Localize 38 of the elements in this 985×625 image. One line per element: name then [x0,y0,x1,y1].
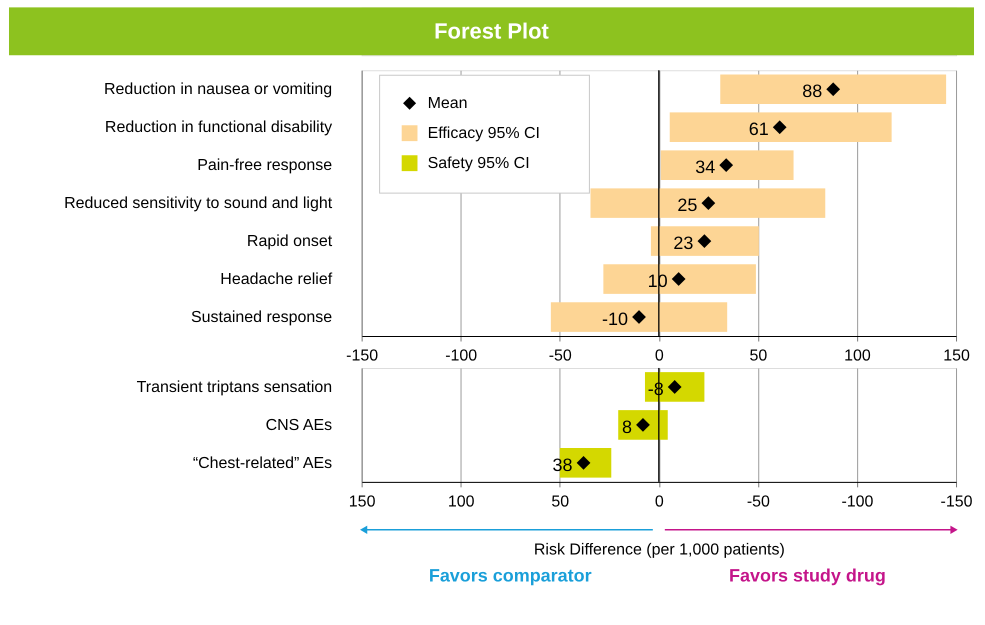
y-tick-label: Transient triptans sensation [136,378,332,396]
x-tick-label: 50 [551,493,570,510]
x-tick-label: 100 [844,347,871,364]
x-tick-label: 0 [654,493,664,510]
data-label: -10 [602,309,628,330]
x-tick-label: -150 [346,347,378,364]
x-tick-label: -100 [841,493,874,510]
legend-label: Safety 95% CI [428,155,530,172]
y-tick-label: Pain-free response [197,157,332,174]
x-tick-label: -150 [940,493,973,510]
text: Favors comparator [428,566,592,586]
x-tick-label: 0 [654,347,664,364]
x-tick-label: 150 [943,347,970,364]
x-tick-label: -50 [548,347,572,364]
y-tick-label: Rapid onset [246,233,333,250]
y-tick-label: Sustained response [191,309,332,326]
y-tick-label: Reduction in nausea or vomiting [104,81,332,98]
chart-title: Forest Plot [434,18,550,44]
x-tick-label: -100 [445,347,478,364]
data-label: 88 [802,81,822,102]
y-tick-label: CNS AEs [266,416,332,434]
y-tick-label: Headache relief [220,271,333,288]
x-tick-label: -50 [746,493,770,510]
y-tick-label: Reduced sensitivity to sound and light [64,195,333,212]
x-tick-label: 150 [348,493,376,510]
legend-label: Mean [428,95,468,112]
data-label: 34 [695,157,716,178]
text: Favors study drug [729,566,886,586]
data-label: 23 [673,233,694,254]
data-label: 61 [748,119,769,140]
y-tick-label: Reduction in functional disability [104,119,332,136]
x-axis-title: Risk Difference (per 1,000 patients) [534,541,785,558]
data-label: 8 [622,416,632,437]
x-tick-label: 50 [750,347,768,364]
legend-label: Efficacy 95% CI [428,125,540,142]
y-tick-label: “Chest-related” AEs [192,454,332,472]
x-tick-label: 100 [448,493,475,510]
data-label: 25 [677,195,698,216]
